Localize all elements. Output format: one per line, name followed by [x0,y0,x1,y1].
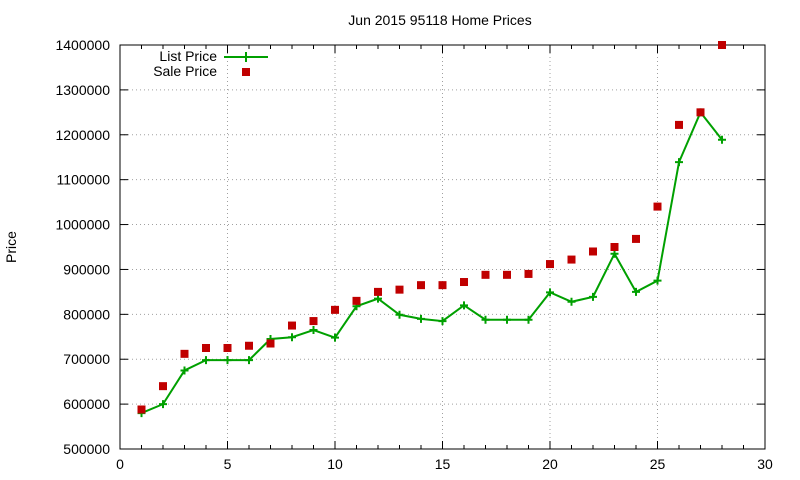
x-tick-label: 30 [757,456,773,472]
data-point-list-price [546,288,554,297]
y-tick-label: 500000 [63,441,110,457]
data-point-list-price [223,356,232,365]
data-point-sale-price [180,349,189,358]
legend-marker-sale-price [242,68,250,76]
legend: List Price Sale Price [153,48,268,79]
data-point-list-price [718,135,726,144]
data-point-sale-price [331,305,339,314]
y-tick-label: 1400000 [55,37,110,53]
data-point-list-price [610,249,619,258]
series-line-list-price [141,110,723,415]
plot-border [119,44,766,450]
data-point-list-price [460,301,468,310]
data-point-sale-price [374,287,382,296]
data-point-sale-price [610,243,619,251]
data-point-sale-price [718,41,726,49]
data-point-sale-price [589,247,597,256]
legend-marker-list-price [241,52,251,62]
y-axis-label: Price [3,231,19,263]
axis-layer: 500000 600000 700000 800000 900000 1000000 110… [55,37,773,472]
data-point-list-price [245,356,253,365]
data-point-list-price [503,315,511,324]
y-tick-label: 600000 [63,396,110,412]
x-tick-label: 15 [435,456,451,472]
data-point-sale-price [266,339,275,348]
legend-label-list-price: List Price [159,48,217,64]
data-point-list-price [524,315,533,324]
y-tick-label: 900000 [63,261,110,277]
data-point-sale-price [352,296,361,305]
y-tick-label: 1200000 [55,127,110,143]
data-point-sale-price [202,344,210,352]
y-tick-label: 1000000 [55,217,110,233]
data-point-list-price [481,315,490,324]
x-tick-label: 25 [650,456,666,472]
data-point-list-price [438,317,447,326]
data-point-list-price [653,276,662,285]
data-point-list-price [567,297,576,306]
data-point-list-price [395,310,404,319]
chart-title: Jun 2015 95118 Home Prices [348,12,531,28]
data-point-list-price [589,292,597,301]
data-point-sale-price [417,281,425,290]
data-point-sale-price [546,260,554,269]
data-point-sale-price [632,234,640,243]
data-point-sale-price [653,202,662,211]
data-point-sale-price [288,321,296,330]
data-point-sale-price [159,382,167,391]
data-point-sale-price [481,270,490,279]
data-point-list-price [288,333,296,342]
data-point-sale-price [309,317,318,326]
x-tick-label: 10 [327,456,343,472]
data-point-sale-price [395,285,404,294]
data-point-list-price [417,314,425,323]
y-tick-label: 1100000 [57,172,111,188]
y-tick-label: 1300000 [55,82,110,98]
data-point-list-price [632,287,640,296]
y-tick-label: 700000 [63,351,110,367]
grid-layer [120,45,765,449]
data-point-list-price [159,400,167,409]
data-point-list-price [675,158,683,167]
data-point-sale-price [675,120,683,129]
data-point-sale-price [696,108,705,117]
legend-label-sale-price: Sale Price [153,63,217,79]
x-tick-label: 5 [224,456,232,472]
data-point-list-price [374,294,382,303]
data-point-sale-price [460,278,468,287]
x-tick-label: 0 [116,456,124,472]
data-point-list-price [331,333,339,342]
data-point-sale-price [567,255,576,264]
data-point-sale-price [245,341,253,350]
data-point-sale-price [137,405,146,414]
data-point-sale-price [438,281,447,290]
data-point-list-price [309,326,318,335]
data-point-list-price [202,356,210,365]
data-point-sale-price [223,344,232,352]
data-point-list-price [180,366,189,375]
y-tick-label: 800000 [63,306,110,322]
series-layer [137,41,726,418]
data-point-sale-price [503,270,511,279]
x-tick-label: 20 [542,456,558,472]
data-point-sale-price [524,269,533,278]
